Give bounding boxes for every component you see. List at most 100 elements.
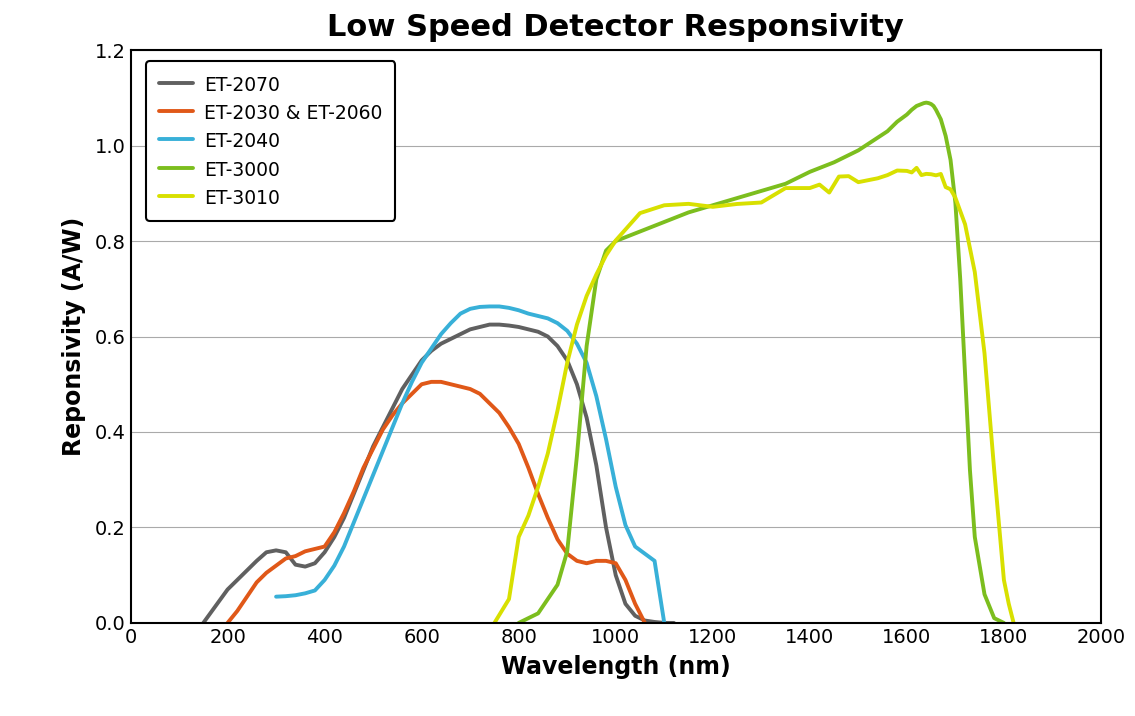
ET-3000: [987, 614, 1001, 622]
ET-3000: [866, 137, 880, 145]
ET-3010: [998, 576, 1011, 584]
ET-2030 & ET-2060: [599, 556, 613, 565]
ET-3010: [633, 209, 647, 218]
ET-3010: [589, 270, 603, 279]
ET-2030 & ET-2060: [541, 513, 555, 522]
ET-2030 & ET-2060: [629, 599, 642, 608]
ET-3010: [706, 203, 720, 211]
ET-2070: [580, 413, 594, 422]
ET-2070: [522, 325, 536, 334]
ET-2070: [367, 442, 380, 450]
ET-2040: [279, 592, 293, 601]
ET-3010: [813, 180, 826, 189]
ET-2030 & ET-2060: [230, 606, 244, 615]
ET-3000: [917, 99, 931, 107]
ET-3010: [531, 483, 545, 491]
ET-3010: [915, 171, 928, 180]
ET-2070: [328, 533, 342, 541]
ET-2030 & ET-2060: [424, 377, 438, 386]
ET-3000: [881, 127, 894, 135]
ET-3010: [871, 174, 884, 183]
Line: ET-2040: ET-2040: [276, 306, 664, 623]
ET-2070: [299, 562, 312, 571]
ET-2030 & ET-2060: [531, 490, 545, 498]
ET-3000: [924, 100, 938, 108]
ET-2040: [638, 549, 651, 558]
ET-3010: [657, 201, 671, 210]
ET-2040: [512, 306, 526, 314]
ET-2070: [589, 461, 603, 470]
ET-2030 & ET-2060: [415, 380, 429, 389]
ET-3010: [522, 511, 536, 520]
ET-3000: [977, 590, 991, 599]
ET-3010: [1002, 599, 1016, 608]
Legend: ET-2070, ET-2030 & ET-2060, ET-2040, ET-3000, ET-3010: ET-2070, ET-2030 & ET-2060, ET-2040, ET-…: [146, 62, 395, 221]
ET-2070: [482, 320, 496, 329]
ET-2040: [454, 309, 468, 318]
ET-3010: [682, 200, 696, 208]
Line: ET-2030 & ET-2060: ET-2030 & ET-2060: [227, 382, 645, 623]
ET-3000: [890, 117, 903, 126]
ET-2040: [482, 302, 496, 311]
ET-3010: [550, 406, 564, 415]
ET-2030 & ET-2060: [580, 559, 594, 568]
ET-3000: [609, 237, 623, 246]
ET-2040: [619, 521, 632, 529]
ET-3010: [958, 220, 972, 228]
ET-2030 & ET-2060: [260, 569, 274, 577]
ET-3010: [832, 173, 846, 181]
ET-2070: [473, 323, 487, 332]
ET-3000: [927, 102, 941, 110]
ET-3010: [905, 168, 918, 177]
ET-2070: [196, 619, 210, 627]
ET-2070: [648, 618, 662, 626]
ET-2030 & ET-2060: [288, 552, 302, 561]
ET-3010: [910, 163, 924, 172]
ET-2030 & ET-2060: [386, 411, 400, 420]
ET-3010: [580, 291, 594, 300]
ET-3000: [910, 102, 924, 110]
ET-2030 & ET-2060: [522, 463, 536, 472]
ET-2030 & ET-2060: [502, 423, 515, 432]
ET-2030 & ET-2060: [241, 592, 254, 601]
ET-3010: [943, 185, 957, 193]
ET-2040: [531, 311, 545, 320]
ET-3000: [851, 146, 865, 155]
ET-3010: [851, 178, 865, 186]
ET-2030 & ET-2060: [570, 556, 583, 565]
ET-2070: [337, 513, 351, 522]
ET-2070: [444, 334, 457, 343]
ET-3000: [779, 180, 792, 188]
ET-2070: [550, 342, 564, 350]
ET-2040: [269, 592, 283, 601]
ET-3010: [823, 188, 836, 197]
ET-2070: [493, 320, 506, 329]
ET-3000: [589, 275, 603, 284]
X-axis label: Wavelength (nm): Wavelength (nm): [501, 655, 731, 679]
ET-2030 & ET-2060: [463, 384, 477, 393]
ET-2030 & ET-2060: [512, 440, 526, 448]
ET-2070: [405, 370, 419, 379]
ET-2070: [570, 380, 583, 389]
ET-3010: [968, 268, 982, 276]
ET-3010: [609, 236, 623, 245]
ET-3000: [919, 98, 933, 107]
ET-2040: [395, 399, 409, 407]
ET-2070: [435, 339, 448, 348]
ET-2030 & ET-2060: [589, 556, 603, 565]
ET-3000: [949, 198, 962, 207]
ET-3000: [657, 218, 671, 226]
ET-2040: [570, 339, 583, 348]
ET-3000: [953, 275, 967, 284]
ET-3000: [550, 581, 564, 589]
ET-3000: [755, 187, 768, 195]
ET-2030 & ET-2060: [619, 576, 632, 584]
ET-2040: [473, 303, 487, 311]
ET-3010: [488, 619, 502, 627]
ET-2030 & ET-2060: [318, 542, 331, 551]
ET-2040: [415, 359, 429, 367]
ET-2070: [269, 546, 283, 555]
ET-3000: [827, 158, 841, 167]
Line: ET-3010: ET-3010: [495, 168, 1014, 623]
ET-2070: [463, 325, 477, 334]
